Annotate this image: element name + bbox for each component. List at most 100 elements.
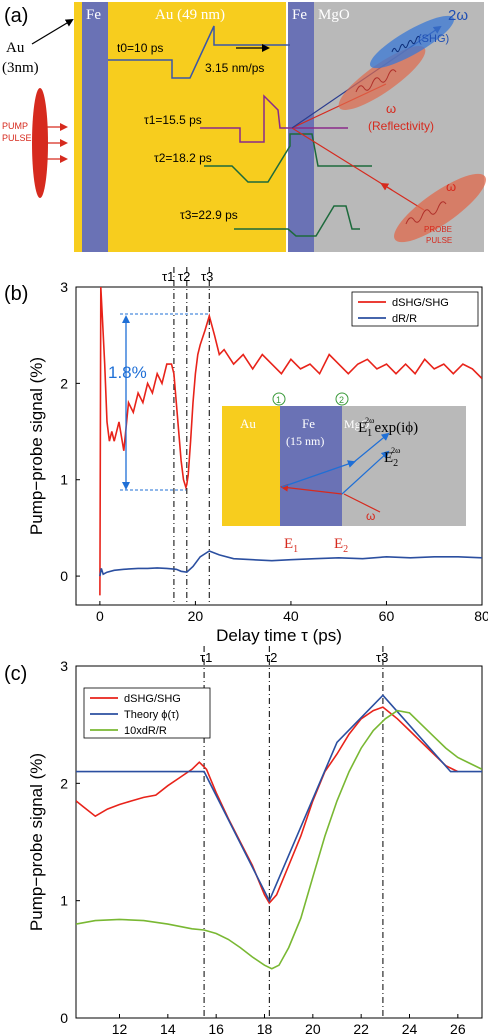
fe1-label: Fe bbox=[86, 7, 101, 23]
x-tick-label: 0 bbox=[96, 608, 104, 624]
y-tick-label: 3 bbox=[60, 658, 68, 674]
series-line bbox=[76, 709, 482, 970]
inset-au-label: Au bbox=[240, 416, 256, 431]
y-tick-label: 3 bbox=[60, 279, 68, 295]
series-line bbox=[99, 287, 482, 596]
strain-pulse-tau3 bbox=[234, 205, 360, 237]
inset-omega: ω bbox=[366, 509, 375, 523]
inset-marker-1-text: 1 bbox=[276, 395, 281, 405]
panel-a-label: (a) bbox=[4, 5, 28, 27]
probe-text-2: PULSE bbox=[426, 236, 452, 245]
x-tick-label: 18 bbox=[257, 1021, 273, 1035]
x-tick-label: 80 bbox=[474, 608, 488, 624]
tau2-label: τ2=18.2 ps bbox=[154, 151, 212, 165]
inset-e1-out bbox=[353, 432, 390, 463]
y-tick-label: 1 bbox=[60, 893, 68, 909]
chart-b: 0 20 40 60 80 0 1 2 3 Delay time τ (ps) Pump−probe… bbox=[27, 267, 488, 645]
inset-e1-label: E1 bbox=[284, 536, 298, 555]
inset-marker-2 bbox=[335, 392, 349, 406]
probe-incident-arrow bbox=[380, 182, 393, 191]
t0-label: t0=10 ps bbox=[117, 41, 163, 55]
chart-c-top-tau1: τ1 bbox=[200, 650, 212, 665]
panel-b-label: (b) bbox=[4, 283, 28, 305]
x-tick-label: 60 bbox=[379, 608, 395, 624]
chart-c-frame bbox=[75, 665, 483, 1019]
tau1-label: τ1=15.5 ps bbox=[144, 113, 202, 127]
inset-mgo bbox=[342, 406, 466, 526]
fe-layer-2 bbox=[288, 2, 314, 252]
x-tick-label: 24 bbox=[402, 1021, 418, 1035]
series-line bbox=[76, 694, 482, 903]
shg-omega: 2ω bbox=[448, 7, 468, 24]
strain-pulse-tau2 bbox=[204, 133, 372, 183]
au-cap-label: Au bbox=[6, 40, 25, 56]
legend-label: Theory ϕ(τ) bbox=[124, 709, 179, 721]
refl-omega: ω bbox=[386, 101, 396, 116]
inset-fe bbox=[280, 406, 342, 526]
au-layer bbox=[74, 2, 286, 252]
pump-text-1: PUMP bbox=[2, 121, 28, 131]
series-line bbox=[76, 706, 459, 905]
probe-incident-beam bbox=[291, 127, 425, 211]
chart-b-top-tau1: τ1 bbox=[162, 269, 174, 284]
chart-b-top-tau2: τ2 bbox=[178, 269, 190, 284]
fe2-label: Fe bbox=[292, 7, 307, 23]
panel-c-label: (c) bbox=[4, 663, 27, 685]
y-tick-label: 2 bbox=[60, 775, 68, 791]
probe-text-1: PROBE bbox=[424, 225, 452, 234]
fe-layer-1 bbox=[82, 2, 108, 252]
au-layer-label: Au (49 nm) bbox=[155, 7, 225, 23]
x-tick-label: 12 bbox=[112, 1021, 128, 1035]
x-tick-label: 22 bbox=[353, 1021, 369, 1035]
legend-label: 10xdR/R bbox=[124, 725, 167, 737]
chart-c: 12141618202224260123Delay time τ (ps)Pum… bbox=[27, 646, 482, 1035]
legend-box bbox=[83, 687, 211, 739]
y-tick-label: 1 bbox=[60, 472, 68, 488]
y-axis-label: Pump−probe signal (%) bbox=[27, 753, 46, 931]
chart-c-top-tau2: τ2 bbox=[265, 650, 277, 665]
tau3-label: τ3=22.9 ps bbox=[180, 208, 238, 222]
probe-wave bbox=[405, 201, 447, 225]
chart-b-top-tau3: τ3 bbox=[201, 269, 213, 284]
strain-pulse-tau1 bbox=[200, 94, 348, 143]
strain-pulse-t0 bbox=[108, 25, 290, 79]
y-tick-label: 0 bbox=[60, 568, 68, 584]
inset-diagram: Au Fe (15 nm) MgO 1 2 E12ωexp(iϕ) E22ω ω… bbox=[222, 392, 466, 555]
probe-omega: ω bbox=[446, 179, 456, 194]
x-axis-label: Delay time τ (ps) bbox=[216, 626, 342, 645]
series-line bbox=[99, 550, 482, 577]
shg-wave bbox=[391, 35, 421, 53]
inset-fe-thickness: (15 nm) bbox=[286, 434, 324, 448]
refl-label: (Reflectivity) bbox=[368, 119, 434, 133]
inset-probe-reflect bbox=[280, 483, 343, 495]
inset-e2-label: E2 bbox=[334, 536, 348, 555]
reflectivity-pulse bbox=[338, 46, 426, 110]
legend-label: dR/R bbox=[392, 313, 417, 325]
x-tick-label: 16 bbox=[208, 1021, 224, 1035]
amplitude-label: 1.8% bbox=[108, 363, 147, 382]
shg-label: (SHG) bbox=[418, 33, 449, 45]
x-tick-label: 20 bbox=[305, 1021, 321, 1035]
inset-mgo-label: MgO bbox=[344, 417, 370, 431]
au-cap-arrow bbox=[31, 18, 74, 45]
panel-c: (c) 12141618202224260123Delay time τ (ps… bbox=[4, 646, 483, 1035]
legend-box bbox=[351, 291, 479, 327]
chart-c-top-tau3: τ3 bbox=[376, 650, 388, 665]
pump-pulse bbox=[32, 88, 48, 198]
inset-au bbox=[222, 406, 280, 526]
inset-marker-1 bbox=[272, 392, 286, 406]
y-tick-label: 0 bbox=[60, 1010, 68, 1026]
x-tick-label: 14 bbox=[160, 1021, 176, 1035]
inset-e2-ray bbox=[341, 450, 390, 495]
inset-fe-label: Fe bbox=[302, 416, 315, 431]
chart-b-frame bbox=[75, 286, 483, 606]
velocity-label: 3.15 nm/ps bbox=[205, 61, 264, 75]
inset-e1-ray bbox=[281, 460, 356, 488]
legend-label: dSHG/SHG bbox=[124, 693, 181, 705]
y-tick-label: 2 bbox=[60, 375, 68, 391]
x-tick-label: 40 bbox=[283, 608, 299, 624]
y-axis-label: Pump−probe signal (%) bbox=[27, 357, 46, 535]
panel-a: (a) Fe Au (49 nm) Fe MgO Au (3nm) PUMP P… bbox=[2, 2, 486, 252]
probe-pulse bbox=[394, 173, 486, 243]
